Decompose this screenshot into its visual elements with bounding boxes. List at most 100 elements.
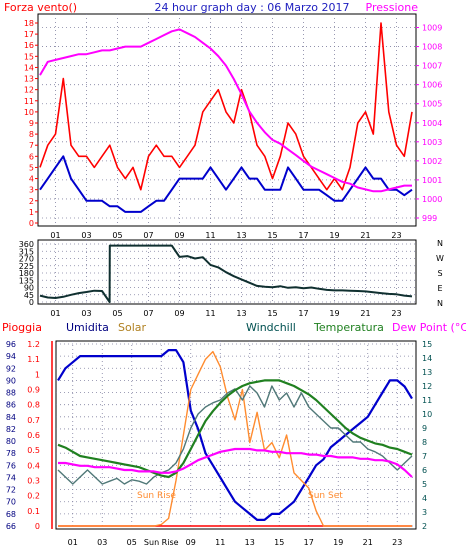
temperature-tick-label: 6 — [422, 466, 427, 475]
rain-label: Pioggia — [2, 321, 42, 334]
compass-direction-label: N — [437, 239, 443, 248]
rain-ticks: 0 0.1 0.2 0.3 0.4 0.5 0.6 0.7 0.8 0.9 1 1.1 1.2 — [27, 340, 53, 531]
wind-speed-axis-label: Forza vento() — [4, 1, 77, 14]
solar-label: Solar — [118, 321, 147, 334]
humidity-tick-label: 86 — [6, 401, 16, 410]
wind-speed-tick-label: 6 — [29, 152, 34, 161]
rain-tick-label: 0.9 — [27, 386, 40, 395]
x-tick-label: 11 — [215, 538, 225, 547]
humidity-tick-label: 82 — [6, 425, 16, 434]
temperature-tick-label: 11 — [422, 396, 432, 405]
wind-direction-line — [39, 244, 413, 303]
x-tick-label: 21 — [363, 538, 373, 547]
pressure-tick-label: 1007 — [422, 62, 442, 71]
solar-line — [58, 350, 412, 527]
pressure-tick-label: 1000 — [422, 195, 442, 204]
humidity-ticks: 66 68 70 72 74 76 78 80 82 84 86 88 90 92 94 96 — [6, 340, 16, 531]
x-tick-label: 03 — [81, 231, 91, 240]
direction-tick-label: 135 — [19, 276, 34, 285]
rain-tick-label: 0.4 — [27, 461, 40, 470]
temperature-tick-label: 2 — [422, 522, 427, 531]
humidity-tick-label: 72 — [6, 486, 16, 495]
temperature-tick-label: 15 — [422, 340, 432, 349]
pressure-tick-label: 1003 — [422, 138, 442, 147]
rain-tick-label: 0 — [35, 522, 40, 531]
temperature-tick-label: 8 — [422, 438, 427, 447]
wind-speed-tick-label: 4 — [29, 175, 34, 184]
pressure-tick-label: 1001 — [422, 176, 442, 185]
wind-speed-tick-label: 9 — [29, 119, 34, 128]
dewpoint-line — [58, 447, 413, 478]
wind-speed-tick-label: 5 — [29, 163, 34, 172]
temperature-line — [57, 379, 413, 479]
humidity-tick-label: 74 — [6, 473, 16, 482]
humidity-tick-label: 84 — [6, 413, 16, 422]
humidity-line — [57, 349, 413, 522]
x-tick-label: 03 — [97, 538, 107, 547]
x-tick-label: 05 — [112, 309, 122, 318]
direction-tick-label: 360 — [19, 240, 34, 249]
x-tick-label: 23 — [391, 309, 401, 318]
humidity-tick-label: 92 — [6, 364, 16, 373]
x-tick-label: 21 — [360, 309, 370, 318]
direction-panel-series — [39, 244, 413, 303]
x-tick-label: 15 — [267, 231, 277, 240]
x-tick-label: 01 — [50, 231, 60, 240]
wind-panel-frame — [37, 13, 417, 227]
temperature-tick-label: 3 — [422, 508, 427, 517]
wind-speed-tick-label: 2 — [29, 197, 34, 206]
pressure-tick-label: 1008 — [422, 43, 442, 52]
humidity-tick-label: 78 — [6, 449, 16, 458]
wind-speed-tick-label: 11 — [24, 97, 34, 106]
direction-tick-label: 90 — [24, 284, 34, 293]
temperature-tick-label: 9 — [422, 424, 427, 433]
pressure-axis-label: Pressione — [366, 1, 419, 14]
windchill-line — [57, 385, 413, 485]
temperature-label: Temperatura — [313, 321, 384, 334]
rain-tick-label: 0.6 — [27, 431, 40, 440]
wind-speed-tick-label: 13 — [24, 75, 34, 84]
x-tick-label: 17 — [304, 538, 314, 547]
humidity-label: Umidita — [66, 321, 109, 334]
sunrise-annotation: Sun Rise — [137, 491, 176, 501]
pressure-tick-label: 1005 — [422, 100, 442, 109]
rain-tick-label: 0.3 — [27, 477, 40, 486]
temperature-tick-label: 4 — [422, 494, 427, 503]
wind-panel-series — [39, 22, 413, 213]
humidity-tick-label: 96 — [6, 340, 16, 349]
x-tick-label: 15 — [274, 538, 284, 547]
humidity-tick-label: 90 — [6, 376, 16, 385]
rain-tick-label: 0.5 — [27, 446, 40, 455]
temperature-tick-label: 7 — [422, 452, 427, 461]
wind-speed-tick-label: 12 — [24, 86, 34, 95]
chart-title: 24 hour graph day : 06 Marzo 2017 — [154, 1, 349, 14]
wind-speed-tick-label: 8 — [29, 130, 34, 139]
rain-tick-label: 0.8 — [27, 401, 40, 410]
x-tick-label: 11 — [205, 309, 215, 318]
dewpoint-label: Dew Point (°C) — [392, 321, 466, 334]
pressure-tick-label: 1002 — [422, 157, 442, 166]
direction-tick-label: 0 — [29, 298, 34, 307]
direction-panel-x-ticks: 01 03 05 07 09 11 13 15 17 19 21 23 — [50, 309, 401, 318]
wind-speed-tick-label: 10 — [24, 108, 34, 117]
wind-speed-tick-label: 1 — [29, 208, 34, 217]
x-tick-label: 17 — [298, 309, 308, 318]
x-tick-label: 09 — [174, 231, 184, 240]
wind-speed-tick-label: 3 — [29, 186, 34, 195]
pressure-line — [39, 28, 412, 193]
rain-tick-label: 1 — [35, 370, 40, 379]
humidity-tick-label: 68 — [6, 510, 16, 519]
temperature-ticks: 2 3 4 5 6 7 8 9 10 11 12 13 14 15 — [422, 340, 432, 531]
x-tick-label: 19 — [329, 309, 339, 318]
humidity-tick-label: 76 — [6, 461, 16, 470]
wind-speed-tick-label: 0 — [29, 219, 34, 228]
temperature-tick-label: 14 — [422, 354, 432, 363]
x-tick-label: 11 — [205, 231, 215, 240]
humidity-tick-label: 88 — [6, 389, 16, 398]
x-tick-label: 23 — [392, 538, 402, 547]
compass-direction-label: W — [436, 254, 444, 263]
